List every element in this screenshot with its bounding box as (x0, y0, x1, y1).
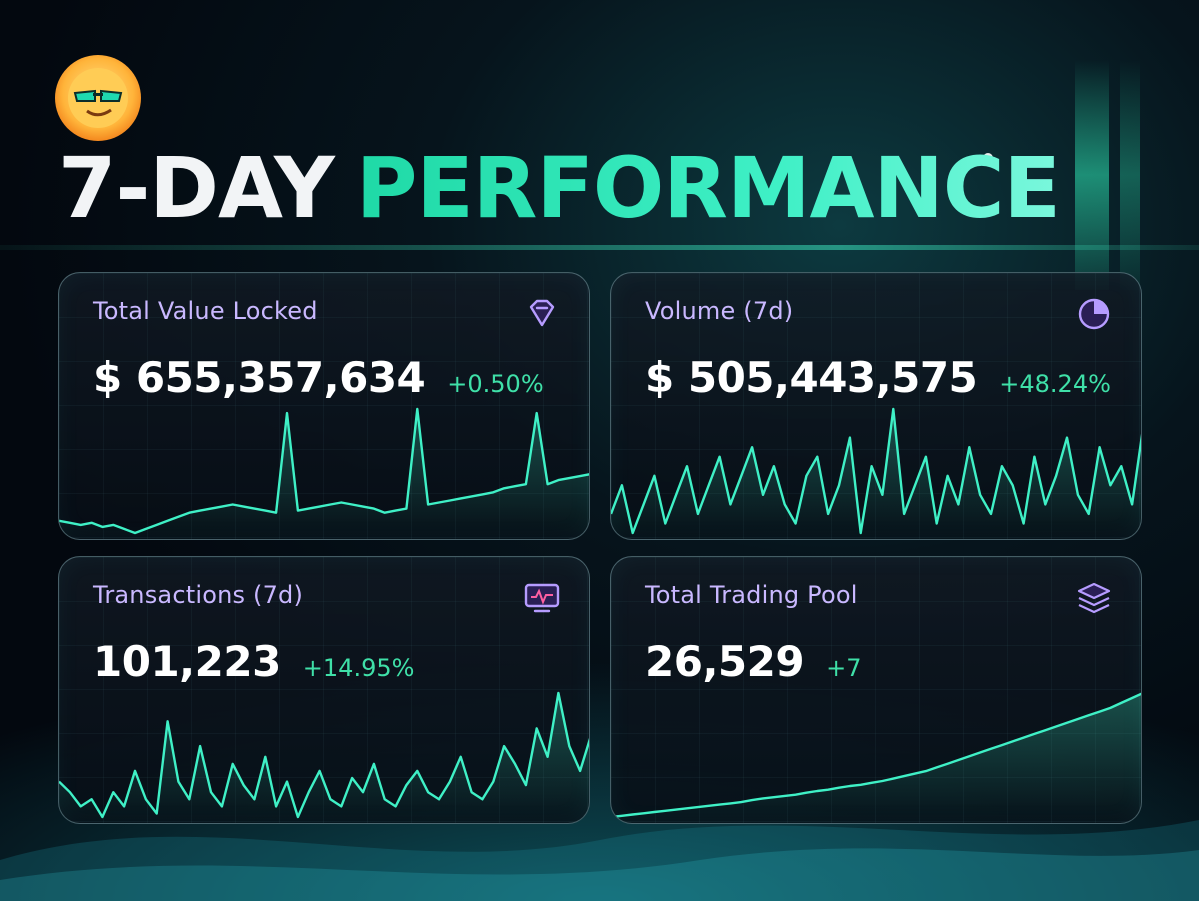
card-value: 26,529 (645, 637, 805, 686)
layers-icon (1077, 582, 1111, 614)
pie-chart-icon (1078, 298, 1110, 330)
monitor-pulse-icon (524, 583, 560, 613)
sparkline-area (611, 409, 1141, 539)
title-part-2: PERFORMANCE (355, 139, 1061, 237)
sparkline-area (59, 409, 589, 539)
card-total-trading-pool: Total Trading Pool 26,529 +7 (610, 556, 1142, 824)
diamond-icon (529, 299, 555, 327)
card-title: Transactions (7d) (93, 581, 304, 609)
sparkline-chart (611, 407, 1141, 539)
card-change: +7 (826, 654, 862, 682)
card-value: $ 505,443,575 (645, 353, 978, 402)
sparkline-series-line (611, 692, 1141, 819)
page-title: 7-DAY PERFORMANCE (58, 138, 1061, 238)
card-title: Volume (7d) (645, 297, 794, 325)
card-change: +48.24% (999, 370, 1111, 398)
card-value: 101,223 (93, 637, 281, 686)
sparkline-chart (59, 691, 589, 823)
card-title: Total Trading Pool (645, 581, 858, 609)
card-change: +0.50% (447, 370, 544, 398)
title-part-1: 7-DAY (58, 139, 335, 237)
card-volume: Volume (7d) $ 505,443,575 +48.24% (610, 272, 1142, 540)
sparkline-chart (59, 407, 589, 539)
card-value: $ 655,357,634 (93, 353, 426, 402)
sparkline-series-line (59, 407, 589, 535)
card-change: +14.95% (302, 654, 415, 682)
card-transactions: Transactions (7d) 101,223 +14.95% (58, 556, 590, 824)
sparkline-chart (611, 692, 1141, 823)
card-title: Total Value Locked (93, 297, 318, 325)
sparkline-series-line (59, 691, 589, 819)
sparkline-area (611, 693, 1141, 823)
brand-logo (55, 55, 141, 141)
card-total-value-locked: Total Value Locked $ 655,357,634 +0.50% (58, 272, 590, 540)
sparkline-series-line (611, 407, 1141, 535)
